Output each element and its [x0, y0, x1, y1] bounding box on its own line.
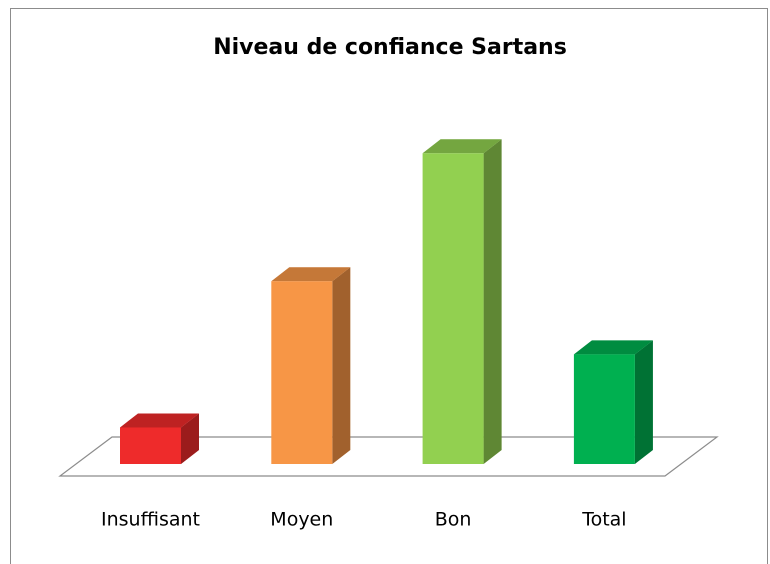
bar — [271, 267, 351, 464]
bar-side — [332, 267, 351, 464]
bar-top — [271, 267, 351, 282]
bar-side-shade — [181, 413, 199, 464]
bar-front — [422, 153, 484, 464]
bar-top — [422, 139, 502, 154]
bar-top-shade — [573, 340, 653, 355]
floor — [58, 436, 719, 477]
bar-side-shade — [483, 139, 502, 464]
x-tick-label: Insuffisant — [101, 509, 200, 531]
bar-front — [271, 281, 333, 464]
bar — [120, 413, 199, 464]
bar-front — [120, 427, 181, 464]
bar-top — [120, 413, 199, 428]
x-tick-label: Bon — [435, 509, 472, 531]
bar-side — [483, 139, 502, 464]
bar-top-shade — [271, 267, 351, 282]
bar-side-shade — [332, 267, 351, 464]
bar-side-shade — [634, 340, 653, 464]
bar-side — [634, 340, 653, 464]
chart-title: Niveau de confiance Sartans — [213, 35, 567, 60]
bar — [573, 340, 653, 464]
bar-top — [573, 340, 653, 355]
chart-frame — [10, 8, 768, 564]
x-tick-label: Moyen — [270, 509, 333, 531]
bar — [422, 139, 502, 464]
x-tick-label: Total — [581, 509, 626, 531]
bar-top-shade — [422, 139, 502, 154]
bar-side — [181, 413, 199, 464]
bar-front — [573, 354, 635, 464]
bar-top-shade — [120, 413, 199, 428]
